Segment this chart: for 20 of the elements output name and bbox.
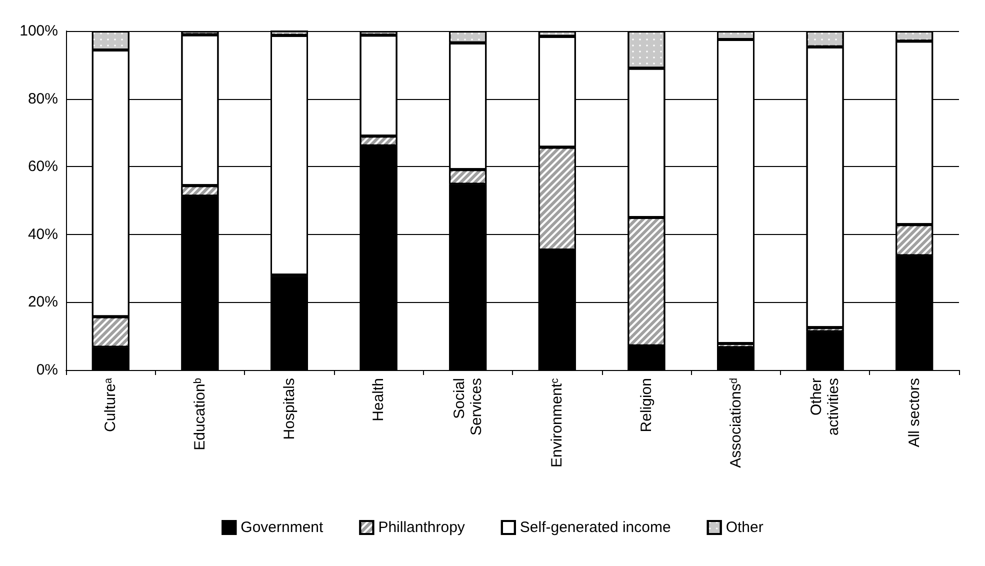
y-tick-label: 80% [28,90,58,108]
x-tick-label: Environmentᶜ [548,378,566,468]
x-tick-label: Other activities [808,378,842,436]
legend-label: Self-generated income [520,519,671,536]
x-tick-label: All sectors [906,378,923,448]
y-tick-label: 0% [36,362,58,378]
x-tick-label: Health [370,378,388,422]
x-tick-label: Associationsᵈ [727,378,744,468]
x-tick-label: Hospitals [280,378,298,440]
legend-label: Government [240,519,324,536]
legend-label: Phillanthropy [378,519,466,536]
x-tick-label: Educationᵇ [191,378,208,450]
x-tick-label: Social Services [450,378,485,436]
y-tick-label: 60% [28,158,58,176]
x-tick-label: Religion [638,378,655,432]
y-tick-label: 20% [28,294,58,311]
y-tick-label: 100% [20,22,58,40]
legend-label: Other [726,519,764,536]
y-tick-label: 40% [28,226,58,243]
x-tick-label: Cultureᵃ [102,378,120,432]
